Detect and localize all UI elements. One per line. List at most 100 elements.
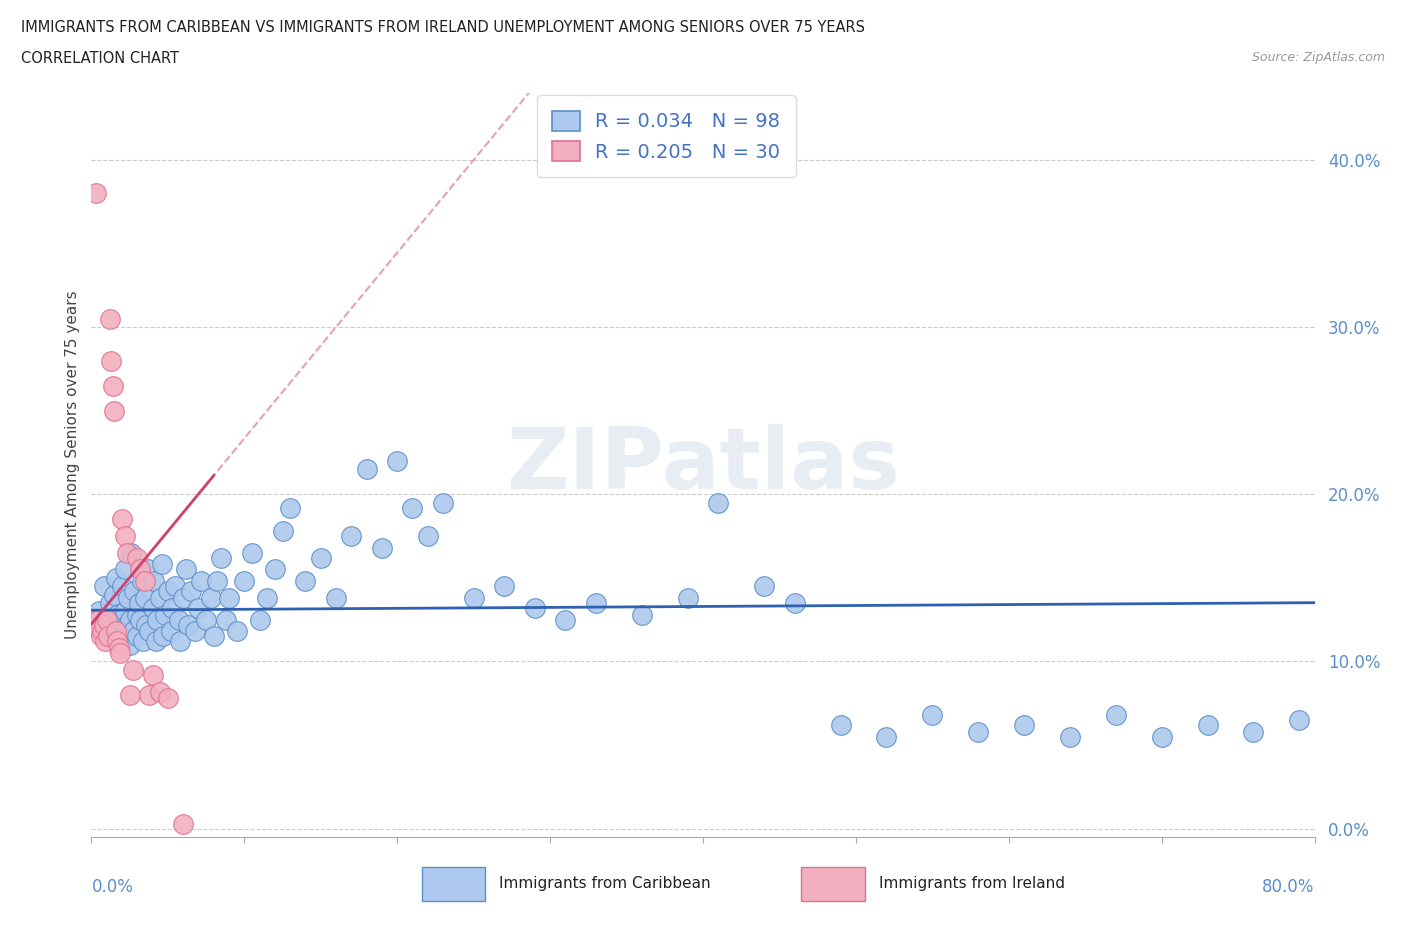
- Point: [104, 624, 127, 639]
- Point: [87, 620, 110, 635]
- Point: [149, 684, 172, 699]
- Point: [523, 601, 546, 616]
- Point: [145, 634, 167, 649]
- Point: [110, 645, 132, 660]
- Point: [98, 312, 121, 326]
- Point: [184, 624, 207, 639]
- Point: [136, 562, 159, 577]
- Point: [127, 607, 149, 622]
- Point: [111, 578, 134, 593]
- Point: [187, 601, 209, 616]
- Point: [114, 604, 136, 618]
- Point: [87, 604, 110, 618]
- Point: [132, 634, 155, 649]
- Point: [138, 624, 160, 639]
- Text: IMMIGRANTS FROM CARIBBEAN VS IMMIGRANTS FROM IRELAND UNEMPLOYMENT AMONG SENIORS : IMMIGRANTS FROM CARIBBEAN VS IMMIGRANTS …: [21, 20, 865, 35]
- Point: [93, 578, 115, 593]
- Point: [1150, 729, 1173, 744]
- Point: [249, 612, 271, 627]
- Text: ZIPatlas: ZIPatlas: [506, 423, 900, 507]
- Point: [156, 691, 179, 706]
- Point: [135, 618, 157, 632]
- Point: [416, 528, 439, 543]
- Point: [103, 587, 125, 602]
- Point: [294, 574, 316, 589]
- Point: [432, 495, 454, 510]
- Point: [494, 578, 516, 593]
- Point: [554, 612, 576, 627]
- Point: [205, 574, 228, 589]
- Point: [146, 612, 169, 627]
- Point: [121, 624, 143, 639]
- Point: [129, 612, 152, 627]
- FancyBboxPatch shape: [801, 867, 865, 900]
- Point: [754, 578, 776, 593]
- Point: [172, 591, 194, 605]
- Legend: R = 0.034   N = 98, R = 0.205   N = 30: R = 0.034 N = 98, R = 0.205 N = 30: [537, 95, 796, 178]
- Point: [209, 551, 232, 565]
- Point: [215, 612, 238, 627]
- Point: [401, 500, 423, 515]
- Point: [631, 607, 654, 622]
- Point: [967, 724, 990, 739]
- Point: [111, 512, 134, 526]
- Point: [105, 607, 128, 622]
- Point: [120, 545, 142, 560]
- Point: [225, 624, 247, 639]
- Point: [90, 629, 112, 644]
- Point: [114, 562, 136, 577]
- Point: [218, 591, 240, 605]
- Point: [340, 528, 363, 543]
- Point: [162, 601, 184, 616]
- Point: [138, 687, 160, 702]
- Point: [96, 612, 118, 627]
- Point: [177, 618, 200, 632]
- Point: [91, 624, 114, 639]
- Point: [97, 629, 120, 644]
- Point: [84, 186, 107, 201]
- Text: 0.0%: 0.0%: [91, 878, 134, 896]
- Point: [131, 574, 153, 589]
- Point: [104, 570, 127, 585]
- Point: [195, 612, 218, 627]
- Point: [190, 574, 212, 589]
- Text: Immigrants from Caribbean: Immigrants from Caribbean: [499, 876, 711, 892]
- Point: [134, 574, 156, 589]
- Point: [118, 637, 141, 652]
- Point: [1243, 724, 1265, 739]
- Point: [585, 595, 607, 610]
- Point: [174, 562, 197, 577]
- Point: [153, 607, 176, 622]
- Point: [111, 634, 134, 649]
- Point: [128, 595, 150, 610]
- Point: [200, 591, 222, 605]
- Point: [93, 618, 115, 632]
- Point: [921, 708, 943, 723]
- Point: [108, 624, 131, 639]
- Point: [463, 591, 485, 605]
- Point: [118, 687, 141, 702]
- Point: [105, 634, 128, 649]
- Point: [271, 524, 294, 538]
- Point: [149, 591, 172, 605]
- Point: [103, 629, 125, 644]
- Point: [160, 624, 183, 639]
- Point: [165, 578, 187, 593]
- Point: [115, 618, 138, 632]
- Point: [1197, 718, 1219, 733]
- Point: [325, 591, 347, 605]
- Point: [202, 629, 225, 644]
- Point: [121, 662, 143, 677]
- Point: [150, 557, 173, 572]
- Y-axis label: Unemployment Among Seniors over 75 years: Unemployment Among Seniors over 75 years: [65, 291, 80, 639]
- Point: [129, 562, 152, 577]
- Point: [172, 817, 194, 831]
- Point: [309, 551, 332, 565]
- Point: [108, 641, 131, 656]
- Point: [167, 612, 190, 627]
- Point: [117, 591, 139, 605]
- Text: Source: ZipAtlas.com: Source: ZipAtlas.com: [1251, 51, 1385, 64]
- Point: [114, 528, 136, 543]
- Text: Immigrants from Ireland: Immigrants from Ireland: [879, 876, 1064, 892]
- Point: [371, 540, 394, 555]
